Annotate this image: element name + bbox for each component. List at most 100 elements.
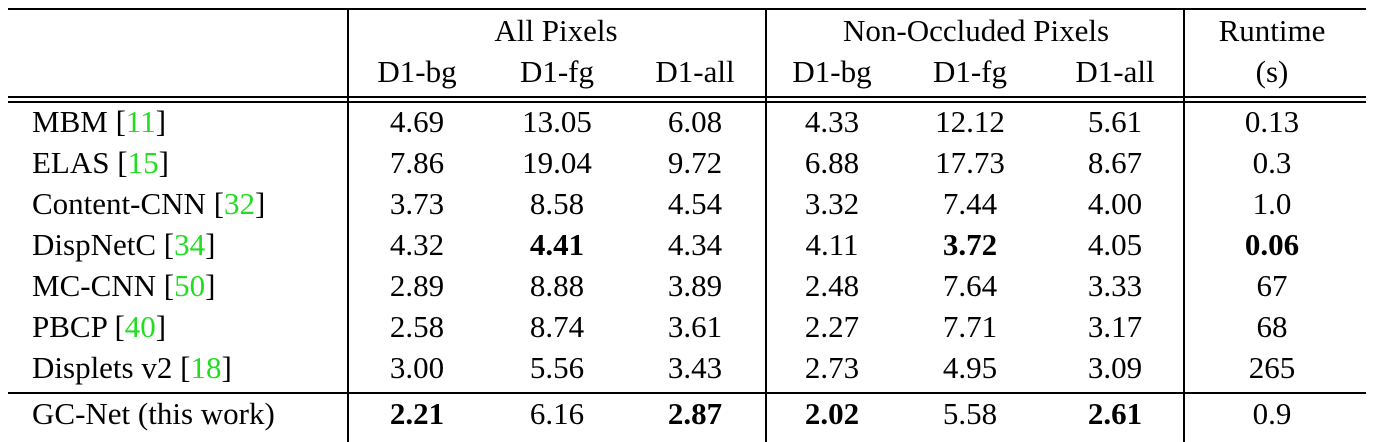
value-cell: 4.32 xyxy=(389,227,445,262)
value-cell: 2.87 xyxy=(667,396,723,431)
value-cell: 8.88 xyxy=(529,268,585,303)
bracket: ] xyxy=(205,227,216,262)
value-cell: 6.08 xyxy=(667,104,723,139)
value-cell: 7.71 xyxy=(942,309,998,344)
bracket: [ xyxy=(163,227,175,262)
value-cell: 3.73 xyxy=(389,186,445,221)
value-cell: 7.86 xyxy=(389,145,445,180)
value-cell: 8.74 xyxy=(529,309,585,344)
value-cell: 13.05 xyxy=(522,104,592,139)
value-cell: 5.56 xyxy=(529,350,585,385)
method-name: ELAS xyxy=(32,145,110,180)
value-cell: 2.27 xyxy=(804,309,860,344)
bracket: ] xyxy=(155,104,167,139)
value-cell: 7.44 xyxy=(942,186,998,221)
value-cell: 5.58 xyxy=(942,396,998,431)
value-cell: 3.00 xyxy=(389,350,445,385)
bracket: ] xyxy=(255,186,266,221)
sub-header: D1-bg xyxy=(377,54,457,89)
value-cell: 17.73 xyxy=(935,145,1005,180)
bracket: [ xyxy=(117,145,128,180)
value-cell: 0.9 xyxy=(1252,396,1292,431)
method-cell: GC-Net (this work) xyxy=(32,397,275,431)
value-cell: 8.58 xyxy=(529,186,585,221)
runtime-header: Runtime xyxy=(1218,13,1326,48)
bracket: ] xyxy=(221,350,232,385)
bracket: [ xyxy=(115,104,126,139)
citation: 50 xyxy=(174,268,206,303)
sub-header: D1-all xyxy=(655,54,735,89)
method-name: Content-CNN xyxy=(32,186,206,221)
citation: 15 xyxy=(127,145,159,180)
method-name: MC-CNN xyxy=(32,268,157,303)
citation: 34 xyxy=(174,227,206,262)
value-cell: 6.88 xyxy=(804,145,860,180)
value-cell: 4.41 xyxy=(529,227,585,262)
value-cell: 7.64 xyxy=(942,268,998,303)
value-cell: 3.61 xyxy=(667,309,723,344)
value-cell: 12.12 xyxy=(935,104,1005,139)
rule xyxy=(8,392,1366,394)
rule xyxy=(8,101,1366,103)
rule xyxy=(765,8,767,442)
method-cell: ELAS [15] xyxy=(32,146,169,180)
sub-header: D1-all xyxy=(1075,54,1155,89)
value-cell: 265 xyxy=(1248,350,1296,385)
value-cell: 3.43 xyxy=(667,350,723,385)
value-cell: 4.11 xyxy=(805,227,859,262)
method-cell: DispNetC [34] xyxy=(32,228,215,262)
value-cell: 4.69 xyxy=(389,104,445,139)
value-cell: 9.72 xyxy=(667,145,723,180)
value-cell: 5.61 xyxy=(1087,104,1143,139)
bracket: [ xyxy=(180,350,191,385)
value-cell: 2.89 xyxy=(389,268,445,303)
rule xyxy=(8,8,1366,10)
value-cell: 0.3 xyxy=(1252,145,1292,180)
bracket: [ xyxy=(114,309,125,344)
citation: 18 xyxy=(190,350,222,385)
value-cell: 3.32 xyxy=(804,186,860,221)
bracket: ] xyxy=(155,309,167,344)
value-cell: 67 xyxy=(1256,268,1288,303)
value-cell: 1.0 xyxy=(1252,186,1292,221)
value-cell: 3.09 xyxy=(1087,350,1143,385)
citation: 32 xyxy=(224,186,256,221)
value-cell: 0.06 xyxy=(1244,227,1300,262)
bracket: [ xyxy=(213,186,225,221)
value-cell: 4.05 xyxy=(1087,227,1143,262)
value-cell: 3.72 xyxy=(942,227,998,262)
bracket: ] xyxy=(205,268,216,303)
value-cell: 8.67 xyxy=(1087,145,1143,180)
value-cell: 2.48 xyxy=(804,268,860,303)
value-cell: 68 xyxy=(1256,309,1288,344)
runtime-unit: (s) xyxy=(1255,54,1289,89)
method-name: MBM xyxy=(32,104,108,139)
value-cell: 4.33 xyxy=(804,104,860,139)
value-cell: 3.89 xyxy=(667,268,723,303)
method-cell: MC-CNN [50] xyxy=(32,269,215,303)
sub-header: D1-fg xyxy=(519,54,595,89)
value-cell: 6.16 xyxy=(529,396,585,431)
method-cell: Displets v2 [18] xyxy=(32,351,232,385)
value-cell: 3.33 xyxy=(1087,268,1143,303)
method-name: PBCP xyxy=(32,309,107,344)
value-cell: 2.21 xyxy=(389,396,445,431)
value-cell: 4.34 xyxy=(667,227,723,262)
group-header: Non-Occluded Pixels xyxy=(842,13,1110,48)
bracket: [ xyxy=(163,268,175,303)
value-cell: 19.04 xyxy=(522,145,592,180)
method-name: GC-Net (this work) xyxy=(32,396,275,431)
sub-header: D1-bg xyxy=(792,54,872,89)
citation: 40 xyxy=(124,309,156,344)
citation: 11 xyxy=(125,104,156,139)
value-cell: 2.02 xyxy=(804,396,860,431)
method-name: DispNetC xyxy=(32,227,156,262)
sub-header: D1-fg xyxy=(932,54,1008,89)
value-cell: 4.00 xyxy=(1087,186,1143,221)
method-cell: PBCP [40] xyxy=(32,310,166,344)
value-cell: 2.73 xyxy=(804,350,860,385)
rule xyxy=(1183,8,1185,442)
value-cell: 2.61 xyxy=(1087,396,1143,431)
rule xyxy=(8,96,1366,98)
